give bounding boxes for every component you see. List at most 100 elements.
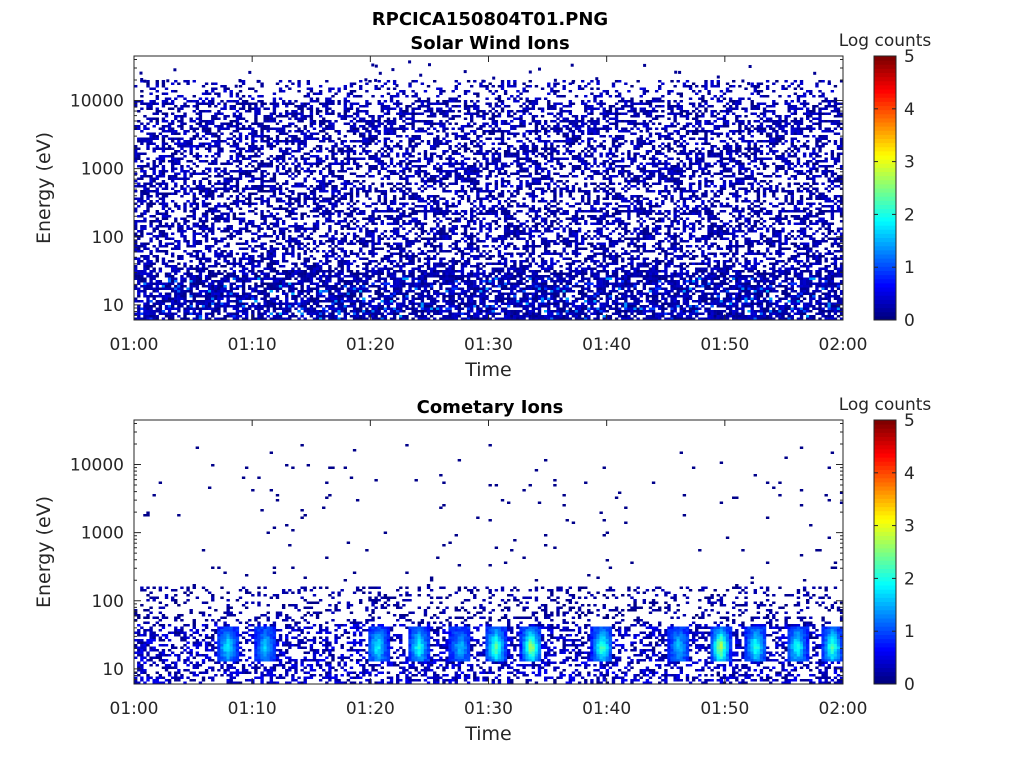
heatmap-cell xyxy=(238,262,243,265)
heatmap-cell xyxy=(343,282,347,285)
heatmap-cell xyxy=(399,287,403,290)
heatmap-cell xyxy=(322,127,326,130)
heatmap-cell xyxy=(408,230,412,233)
heatmap-cell xyxy=(442,122,446,125)
heatmap-cell xyxy=(223,317,227,320)
heatmap-cell xyxy=(207,127,212,130)
heatmap-cell xyxy=(318,305,323,308)
heatmap-cell xyxy=(297,225,301,228)
heatmap-cell xyxy=(269,262,274,265)
heatmap-cell xyxy=(244,315,249,318)
heatmap-cell xyxy=(204,187,209,190)
heatmap-cell xyxy=(155,315,159,318)
heatmap-cell xyxy=(343,117,347,120)
heatmap-cell xyxy=(170,129,175,133)
heatmap-cell xyxy=(257,307,261,310)
heatmap-cell xyxy=(439,247,443,250)
heatmap-cell xyxy=(340,160,344,163)
heatmap-cell xyxy=(164,182,169,185)
heatmap-cell xyxy=(328,220,332,223)
heatmap-cell xyxy=(263,310,267,313)
heatmap-cell xyxy=(402,317,406,320)
heatmap-cell xyxy=(315,92,320,95)
heatmap-cell xyxy=(214,290,218,293)
heatmap-cell xyxy=(195,185,200,188)
heatmap-cell xyxy=(217,257,221,260)
heatmap-cell xyxy=(204,190,209,193)
heatmap-cell xyxy=(167,310,172,313)
heatmap-cell xyxy=(439,232,443,235)
heatmap-cell xyxy=(229,195,233,198)
heatmap-cell xyxy=(442,175,446,178)
heatmap-cell xyxy=(349,275,354,278)
heatmap-cell xyxy=(137,260,141,263)
heatmap-cell xyxy=(315,295,320,298)
heatmap-cell xyxy=(380,312,384,315)
heatmap-cell xyxy=(359,165,363,168)
heatmap-cell xyxy=(232,282,237,285)
heatmap-cell xyxy=(300,262,304,265)
heatmap-cell xyxy=(300,112,304,115)
heatmap-cell xyxy=(402,124,406,128)
heatmap-cell xyxy=(417,99,421,103)
heatmap-cell xyxy=(257,265,261,268)
heatmap-cell xyxy=(386,165,391,168)
heatmap-cell xyxy=(408,207,412,210)
heatmap-cell xyxy=(269,240,274,243)
heatmap-cell xyxy=(217,292,221,295)
heatmap-cell xyxy=(392,195,397,198)
heatmap-cell xyxy=(235,202,240,205)
heatmap-cell xyxy=(343,220,347,223)
heatmap-cell xyxy=(167,107,172,110)
heatmap-cell xyxy=(155,145,159,148)
heatmap-cell xyxy=(140,312,144,315)
heatmap-cell xyxy=(260,197,264,200)
heatmap-cell xyxy=(211,227,215,230)
heatmap-cell xyxy=(349,182,354,185)
heatmap-cell xyxy=(408,300,412,303)
heatmap-cell xyxy=(436,237,440,240)
heatmap-cell xyxy=(312,170,317,173)
heatmap-cell xyxy=(392,265,397,268)
heatmap-cell xyxy=(244,275,249,278)
heatmap-cell xyxy=(405,292,409,295)
heatmap-cell xyxy=(235,312,240,315)
heatmap-cell xyxy=(359,134,363,138)
heatmap-cell xyxy=(328,124,332,128)
heatmap-cell xyxy=(365,217,369,220)
heatmap-cell xyxy=(140,185,144,188)
heatmap-cell xyxy=(300,109,304,113)
heatmap-cell xyxy=(439,317,443,320)
heatmap-cell xyxy=(389,272,394,275)
heatmap-cell xyxy=(226,252,230,255)
heatmap-cell xyxy=(294,197,298,200)
heatmap-cell xyxy=(134,180,138,183)
heatmap-cell xyxy=(235,124,240,128)
heatmap-cell xyxy=(396,134,400,138)
heatmap-cell xyxy=(426,109,431,113)
heatmap-cell xyxy=(396,112,400,115)
heatmap-cell xyxy=(426,290,431,293)
heatmap-cell xyxy=(291,297,295,300)
heatmap-cell xyxy=(260,195,264,198)
heatmap-cell xyxy=(183,315,187,318)
heatmap-cell xyxy=(260,145,264,148)
heatmap-cell xyxy=(251,277,255,280)
heatmap-cell xyxy=(383,155,388,158)
heatmap-cell xyxy=(365,137,369,140)
heatmap-cell xyxy=(158,230,163,233)
heatmap-cell xyxy=(260,165,264,168)
heatmap-cell xyxy=(198,180,203,183)
heatmap-cell xyxy=(140,220,144,223)
heatmap-cell xyxy=(204,292,209,295)
heatmap-cell xyxy=(257,187,261,190)
heatmap-cell xyxy=(211,285,215,288)
heatmap-cell xyxy=(318,84,323,88)
heatmap-cell xyxy=(346,152,351,155)
heatmap-cell xyxy=(429,227,434,230)
heatmap-cell xyxy=(312,162,317,165)
heatmap-cell xyxy=(192,134,196,138)
heatmap-cell xyxy=(140,142,144,145)
heatmap-cell xyxy=(232,265,237,268)
heatmap-cell xyxy=(392,317,397,320)
